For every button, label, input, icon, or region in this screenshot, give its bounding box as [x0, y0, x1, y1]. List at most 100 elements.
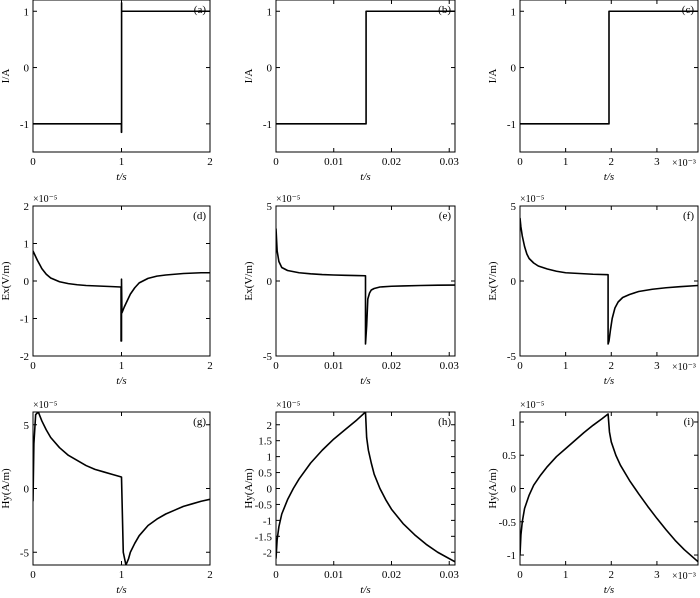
y-tick-label: -0.5	[255, 499, 273, 511]
x-tick-label: 2	[207, 569, 213, 581]
panel-label: (e)	[439, 210, 452, 222]
y-tick-label: -2	[263, 547, 272, 559]
y-tick-label: 0	[24, 484, 30, 496]
x-tick-label: 0	[273, 569, 279, 581]
x-tick-label: 0.01	[324, 156, 343, 168]
y-tick-label: 1	[267, 452, 273, 464]
y-exponent-label: ×10⁻⁵	[33, 400, 57, 411]
y-axis-label: I/A	[243, 69, 255, 84]
series-line	[33, 2, 210, 134]
x-axis-label: t/s	[116, 171, 126, 183]
series-line	[276, 412, 455, 563]
chart-panel: 0 1 2 3 -1 0 1 ×10⁻³ (c) t/s I/A	[487, 0, 699, 183]
chart-panel: 0 0.01 0.02 0.03 -1 0 1 (b) t/s I/A	[243, 0, 459, 183]
panel-label: (i)	[684, 416, 695, 428]
y-tick-label: 0.5	[502, 450, 516, 462]
y-tick-label: 2	[267, 420, 273, 432]
y-axis-label: Hy(A/m)	[0, 468, 12, 509]
x-tick-label: 0	[517, 569, 523, 581]
plot-frame	[519, 0, 699, 153]
y-tick-label: 0	[511, 63, 517, 75]
x-tick-label: 0.02	[382, 360, 401, 372]
chart-panel: 0 0.01 0.02 0.03 -2 -1.5 -1 -0.5 0 0.5 1 1.5 2×10⁻⁵ (…	[243, 400, 459, 596]
x-axis-label: t/s	[116, 584, 126, 596]
chart-panel: 0 1 2 -1 0 1 (a) t/s I/A	[0, 0, 213, 183]
y-tick-label: 5	[267, 201, 273, 213]
y-tick-label: 1	[267, 6, 273, 18]
x-tick-label: 1	[119, 156, 125, 168]
series-line	[33, 250, 210, 342]
x-tick-label: 0	[517, 156, 523, 168]
x-exponent-label: ×10⁻³	[672, 571, 696, 582]
y-tick-label: -5	[263, 351, 273, 363]
y-exponent-label: ×10⁻⁵	[520, 194, 544, 205]
y-tick-label: -1	[507, 550, 516, 562]
y-tick-label: 5	[24, 420, 30, 432]
y-axis-label: Ex(V/m)	[0, 261, 12, 300]
x-tick-label: 0.03	[440, 360, 460, 372]
y-tick-label: -1	[263, 119, 272, 131]
y-tick-label: -1.5	[255, 531, 273, 543]
y-tick-label: -0.5	[499, 517, 517, 529]
plot-frame	[519, 205, 699, 357]
y-tick-label: 0	[267, 276, 273, 288]
series-line	[520, 217, 698, 345]
x-tick-label: 0	[30, 569, 36, 581]
chart-panel: 0 1 2 3-505×10⁻⁵×10⁻³(f)t/sEx(V/m)	[487, 194, 699, 387]
y-tick-label: 5	[511, 201, 517, 213]
panel-label: (b)	[438, 4, 451, 16]
panel-label: (g)	[193, 416, 206, 428]
y-axis-label: Hy(A/m)	[487, 468, 499, 509]
x-axis-label: t/s	[604, 375, 614, 387]
x-tick-label: 2	[609, 569, 615, 581]
y-tick-label: 1	[511, 6, 517, 18]
series-line	[520, 10, 698, 125]
y-exponent-label: ×10⁻⁵	[33, 194, 57, 205]
x-tick-label: 0	[273, 156, 279, 168]
series-line	[33, 412, 210, 565]
y-tick-label: 1	[24, 6, 30, 18]
x-tick-label: 0	[517, 360, 523, 372]
x-tick-label: 2	[207, 156, 213, 168]
x-tick-label: 0	[30, 360, 36, 372]
chart-panel: 0 1 2-505×10⁻⁵(g)t/sHy(A/m)	[0, 400, 213, 596]
panel-label: (c)	[682, 4, 695, 16]
y-tick-label: -1	[20, 314, 29, 326]
y-axis-label: I/A	[487, 69, 499, 84]
plot-frame	[275, 411, 456, 566]
x-axis-label: t/s	[116, 375, 126, 387]
y-tick-label: -5	[20, 547, 30, 559]
y-tick-label: 1	[24, 239, 30, 251]
y-axis-label: Ex(V/m)	[243, 261, 255, 300]
x-tick-label: 0.03	[440, 156, 460, 168]
y-tick-label: 2	[24, 201, 30, 213]
x-tick-label: 3	[654, 569, 660, 581]
chart-panel: 0 1 2 3-1-0.500.51×10⁻⁵×10⁻³(i)t/sHy(A/m)	[487, 400, 699, 596]
x-tick-label: 0.01	[324, 569, 343, 581]
series-line	[276, 228, 455, 345]
x-exponent-label: ×10⁻³	[672, 158, 696, 169]
panel-label: (a)	[194, 4, 207, 16]
y-exponent-label: ×10⁻⁵	[276, 400, 300, 411]
x-tick-label: 0.01	[324, 360, 343, 372]
x-tick-label: 2	[609, 156, 615, 168]
panel-label: (f)	[683, 210, 694, 222]
x-tick-label: 3	[654, 156, 660, 168]
x-axis-label: t/s	[360, 375, 370, 387]
y-tick-label: 0	[511, 276, 517, 288]
x-tick-label: 2	[207, 360, 213, 372]
y-axis-label: I/A	[0, 69, 12, 84]
x-exponent-label: ×10⁻³	[672, 362, 696, 373]
y-tick-label: -1	[263, 515, 272, 527]
x-tick-label: 1	[563, 156, 569, 168]
x-tick-label: 0.02	[382, 156, 401, 168]
y-tick-label: 0	[24, 63, 30, 75]
y-tick-label: 0.5	[258, 468, 272, 480]
x-tick-label: 0.02	[382, 569, 401, 581]
plot-frame	[275, 0, 456, 153]
x-tick-label: 0	[30, 156, 36, 168]
panel-label: (h)	[438, 416, 451, 428]
